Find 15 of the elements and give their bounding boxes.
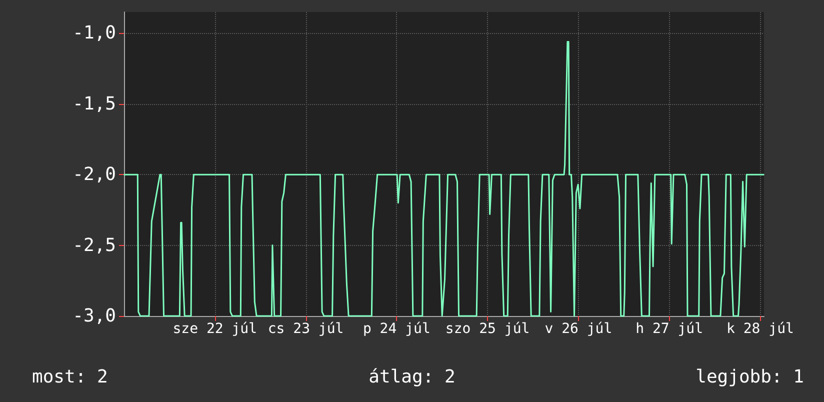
- x-tick-label: sze 22 júl: [172, 321, 258, 337]
- y-tick-label: -1,0: [72, 22, 116, 44]
- text: most: 2: [32, 366, 108, 388]
- x-tick-label: szo 25 júl: [445, 321, 530, 337]
- y-tick-label: -2,0: [72, 164, 116, 186]
- text: legjobb: 1: [696, 366, 804, 388]
- text: átlag: 2: [368, 366, 456, 388]
- y-tick-label: -3,0: [72, 306, 116, 326]
- y-tick-label: -1,5: [72, 93, 116, 114]
- x-tick-label: h 27 júl: [636, 321, 704, 337]
- x-tick-label: v 26 júl: [544, 321, 612, 337]
- x-tick-label: cs 23 júl: [268, 321, 344, 337]
- x-tick-label: k 28 júl: [726, 321, 794, 337]
- y-tick-label: -2,5: [72, 234, 116, 256]
- x-tick-label: p 24 júl: [362, 321, 430, 337]
